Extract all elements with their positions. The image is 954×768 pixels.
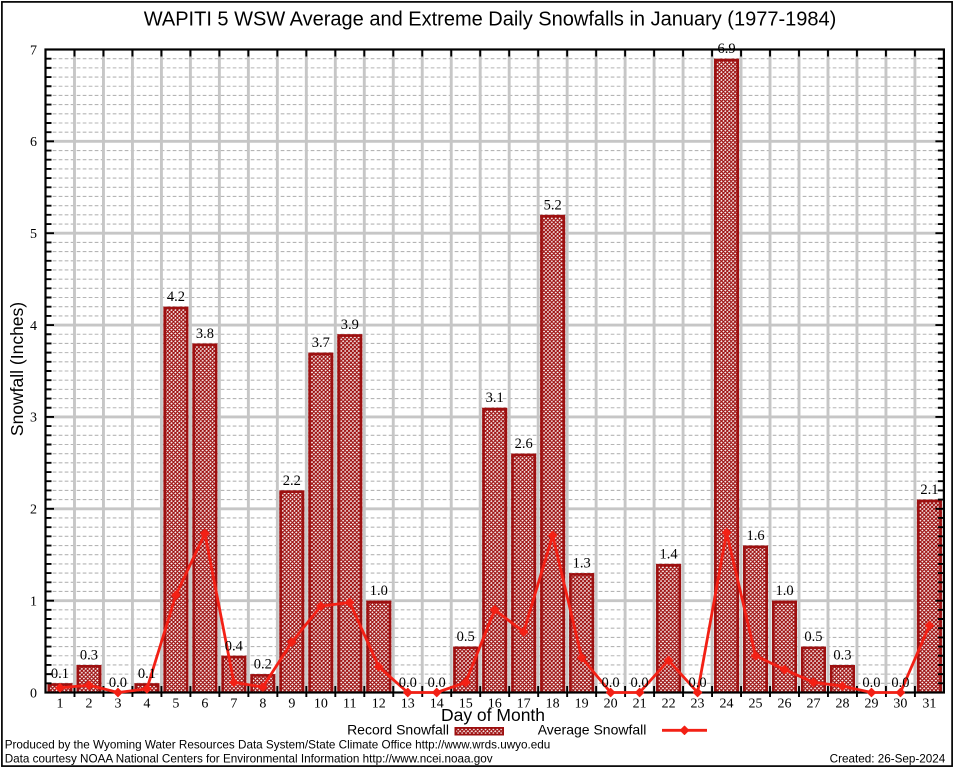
svg-text:1.6: 1.6 [746,528,764,544]
svg-text:0.5: 0.5 [457,629,475,645]
svg-text:9: 9 [288,697,295,712]
svg-text:21: 21 [633,697,647,712]
svg-text:0.0: 0.0 [399,675,417,691]
svg-text:0.2: 0.2 [254,657,272,673]
svg-text:22: 22 [662,697,676,712]
svg-text:2: 2 [30,503,37,518]
svg-text:3.9: 3.9 [341,317,359,333]
svg-text:0.3: 0.3 [80,647,98,663]
svg-text:1: 1 [56,697,63,712]
svg-text:5: 5 [30,227,37,242]
svg-text:0.0: 0.0 [688,675,706,691]
svg-text:19: 19 [575,697,589,712]
svg-text:0.0: 0.0 [428,675,446,691]
svg-text:7: 7 [30,43,37,58]
svg-text:15: 15 [459,697,473,712]
svg-text:6: 6 [30,135,37,150]
svg-text:3.7: 3.7 [312,335,330,351]
svg-text:3: 3 [30,411,37,426]
svg-text:25: 25 [749,697,763,712]
svg-text:29: 29 [864,697,878,712]
svg-text:12: 12 [372,697,386,712]
svg-text:26: 26 [778,697,792,712]
svg-text:2.2: 2.2 [283,473,301,489]
svg-text:0.3: 0.3 [833,647,851,663]
svg-text:WAPITI 5 WSW Average and Extre: WAPITI 5 WSW Average and Extreme Daily S… [144,9,837,31]
svg-text:3: 3 [114,697,121,712]
svg-text:4: 4 [30,319,37,334]
svg-text:23: 23 [691,697,705,712]
svg-text:0.0: 0.0 [109,675,127,691]
svg-text:1.0: 1.0 [370,583,388,599]
svg-text:20: 20 [604,697,618,712]
svg-text:17: 17 [517,697,531,712]
svg-text:11: 11 [343,697,356,712]
svg-text:Snowfall (Inches): Snowfall (Inches) [7,302,27,436]
svg-text:10: 10 [314,697,328,712]
svg-text:3.8: 3.8 [196,326,214,342]
svg-text:31: 31 [922,697,936,712]
svg-text:4.2: 4.2 [167,289,185,305]
svg-text:1.3: 1.3 [573,556,591,572]
svg-text:1.4: 1.4 [660,546,679,562]
svg-text:Data courtesy NOAA National Ce: Data courtesy NOAA National Centers for … [5,752,493,765]
svg-text:0: 0 [30,686,37,701]
svg-text:0.1: 0.1 [51,666,69,682]
svg-text:0.4: 0.4 [225,638,244,654]
svg-text:0.0: 0.0 [602,675,620,691]
svg-text:1: 1 [30,594,37,609]
svg-text:0.0: 0.0 [891,675,909,691]
svg-text:5: 5 [172,697,179,712]
svg-text:Average Snowfall: Average Snowfall [538,722,647,738]
svg-text:4: 4 [143,697,150,712]
svg-text:18: 18 [546,697,560,712]
svg-text:0.5: 0.5 [804,629,822,645]
svg-text:1.0: 1.0 [775,583,793,599]
svg-text:6: 6 [201,697,208,712]
svg-text:24: 24 [720,697,734,712]
svg-text:2: 2 [85,697,92,712]
svg-text:Produced by the Wyoming Water: Produced by the Wyoming Water Resources … [5,738,551,751]
svg-text:6.9: 6.9 [717,41,735,57]
svg-text:7: 7 [230,697,237,712]
svg-text:5.2: 5.2 [544,197,562,213]
svg-text:28: 28 [835,697,849,712]
svg-text:Record Snowfall: Record Snowfall [347,722,449,738]
svg-text:0.0: 0.0 [862,675,880,691]
svg-text:2.6: 2.6 [515,436,533,452]
svg-text:0.0: 0.0 [631,675,649,691]
svg-text:Day of Month: Day of Month [441,705,545,725]
svg-text:30: 30 [893,697,907,712]
svg-text:27: 27 [806,697,820,712]
svg-text:8: 8 [259,697,266,712]
svg-text:16: 16 [488,697,502,712]
svg-text:13: 13 [401,697,415,712]
svg-text:3.1: 3.1 [486,390,504,406]
svg-text:2.1: 2.1 [920,482,938,498]
svg-text:0.1: 0.1 [138,666,156,682]
svg-text:14: 14 [430,697,444,712]
svg-text:Created: 26-Sep-2024: Created: 26-Sep-2024 [830,752,946,765]
